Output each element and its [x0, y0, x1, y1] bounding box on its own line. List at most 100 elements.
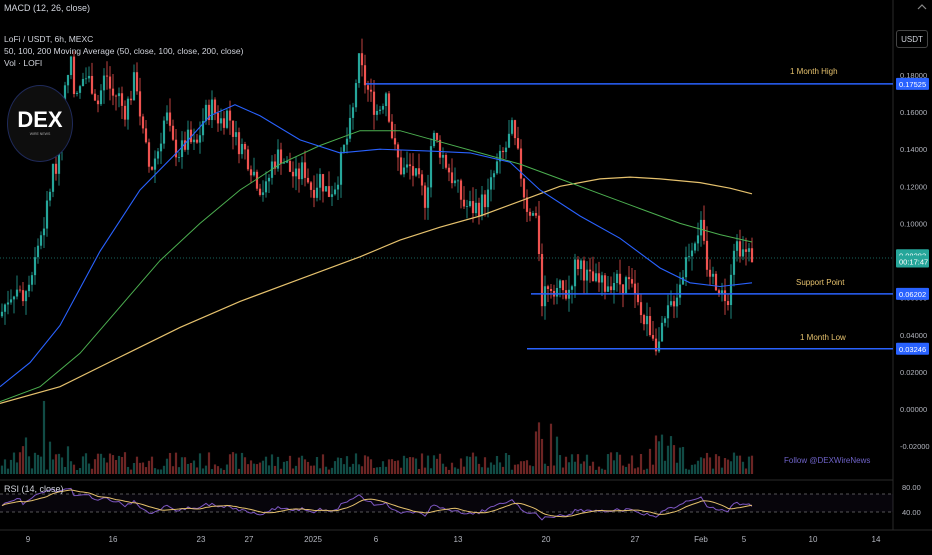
candle-body [72, 56, 76, 94]
time-tick-label: 14 [872, 535, 881, 544]
volume-bar [570, 454, 574, 474]
ma-indicator-label[interactable]: 50, 100, 200 Moving Average (50, close, … [4, 46, 244, 56]
volume-bar [426, 455, 430, 474]
candle-body [639, 302, 643, 316]
currency-button[interactable]: USDT [896, 30, 928, 48]
candle-body [717, 290, 721, 294]
volume-bar [411, 457, 415, 474]
volume-bar [423, 467, 427, 474]
volume-bar [504, 453, 508, 474]
candle-body [237, 132, 241, 155]
candle-body [42, 228, 46, 236]
rsi-indicator-label[interactable]: RSI (14, close) [4, 484, 64, 494]
volume-bar [513, 464, 517, 474]
volume-bar [303, 459, 307, 474]
volume-bar [114, 460, 118, 474]
volume-bar [57, 453, 61, 474]
volume-bar [189, 462, 193, 474]
dex-logo: DEX WIRE NEWS [7, 85, 73, 162]
candle-body [543, 286, 547, 307]
volume-bar [528, 465, 532, 474]
volume-bar [615, 452, 619, 474]
candle-body [636, 293, 640, 303]
candle-body [477, 202, 481, 216]
candle-body [486, 189, 490, 208]
candle-body [447, 167, 451, 173]
candle-body [51, 163, 55, 192]
candle-body [705, 240, 709, 270]
volume-bar [267, 465, 271, 474]
candle-body [288, 160, 292, 172]
volume-bar [48, 441, 52, 474]
volume-bar [480, 467, 484, 474]
volume-bar [201, 468, 205, 474]
candle-body [18, 289, 22, 291]
time-tick-label: 23 [197, 535, 206, 544]
volume-bar [369, 459, 373, 474]
volume-bar [12, 452, 16, 474]
candle-body [210, 99, 214, 121]
volume-bar [600, 468, 604, 474]
candle-body [309, 182, 313, 190]
volume-bar [321, 454, 325, 474]
volume-bar [417, 468, 421, 474]
volume-bars [0, 400, 754, 474]
volume-bar [243, 457, 247, 474]
candle-body [165, 112, 169, 121]
volume-bar [42, 400, 46, 474]
volume-bar [120, 457, 124, 474]
time-tick-label: 13 [454, 535, 463, 544]
candle-body [462, 199, 466, 207]
candle-body [126, 98, 130, 120]
volume-bar [738, 455, 742, 474]
rsi-tick-label: 80.00 [902, 483, 921, 492]
volume-bar [63, 466, 67, 474]
symbol-title[interactable]: LoFi / USDT, 6h, MEXC [4, 34, 94, 44]
candle-body [723, 290, 727, 302]
candle-body [681, 277, 685, 285]
time-tick-label: 20 [542, 535, 551, 544]
panel-collapse-icon[interactable] [914, 0, 930, 14]
volume-bar [711, 468, 715, 474]
annotation-low: 1 Month Low [800, 333, 846, 342]
candle-body [540, 253, 544, 307]
price-tick-label: 0.10000 [900, 219, 927, 228]
volume-bar [87, 463, 91, 474]
candle-body [570, 286, 574, 290]
candle-body [369, 89, 373, 92]
rsi-tick-label: 40.00 [902, 508, 921, 517]
volume-bar [312, 465, 316, 474]
volume-bar [15, 462, 19, 474]
candle-body [483, 194, 487, 208]
volume-bar [78, 468, 82, 474]
volume-bar [9, 459, 13, 474]
volume-bar [186, 463, 190, 474]
candle-body [645, 316, 649, 325]
candle-body [420, 174, 424, 186]
volume-bar [102, 457, 106, 474]
volume-bar [393, 460, 397, 474]
candle-body [213, 99, 217, 113]
candle-body [78, 86, 82, 93]
time-tick-label: 2025 [304, 535, 322, 544]
volume-bar [456, 468, 460, 474]
candle-body [588, 269, 592, 272]
volume-bar [531, 466, 535, 474]
candle-body [105, 75, 109, 77]
ma200-line [0, 176, 753, 404]
candle-body [132, 72, 136, 101]
volume-bar [585, 454, 589, 474]
candle-body [708, 269, 712, 277]
candle-body [423, 185, 427, 208]
macd-indicator-label[interactable]: MACD (12, 26, close) [4, 3, 91, 13]
candle-body [81, 78, 85, 87]
candle-body [87, 75, 91, 79]
volume-bar [405, 458, 409, 474]
volume-bar [372, 467, 376, 474]
volume-bar [477, 463, 481, 474]
candle-body [183, 140, 187, 150]
volume-bar [96, 453, 100, 474]
volume-indicator-label[interactable]: Vol · LOFI [4, 58, 43, 68]
